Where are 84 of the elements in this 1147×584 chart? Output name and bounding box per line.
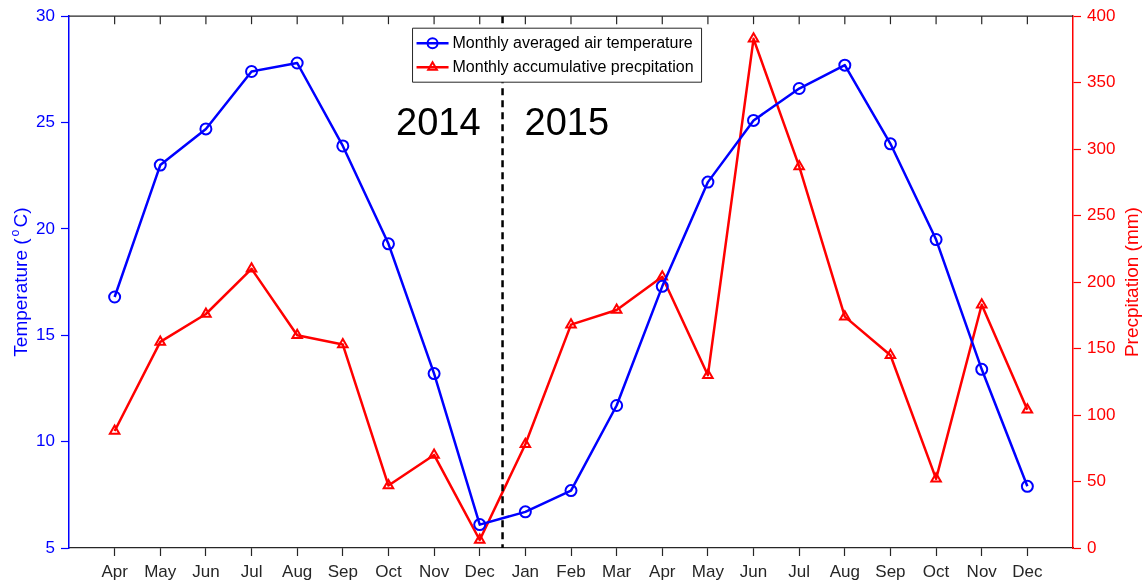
x-tick-label: Nov	[418, 561, 450, 581]
x-tick-label: Oct	[375, 561, 402, 581]
x-tick-label: Sep	[875, 561, 906, 581]
x-tick-label: Jul	[788, 561, 811, 581]
point	[427, 367, 441, 381]
point	[656, 270, 669, 281]
point	[793, 159, 805, 171]
x-tick-label: Jun	[192, 561, 220, 581]
point	[884, 348, 897, 359]
point	[883, 137, 897, 151]
point	[154, 335, 167, 346]
point	[655, 279, 669, 293]
y2-tick-label: 250	[1087, 205, 1116, 225]
point	[290, 56, 304, 70]
x-tick-label: Sep	[327, 561, 358, 581]
point	[245, 65, 259, 79]
point	[381, 237, 395, 251]
x-tick-label: Dec	[464, 561, 496, 581]
annotation: 2014	[396, 100, 481, 143]
y-tick-label: 10	[36, 431, 55, 451]
x-tick-label: May	[144, 561, 177, 581]
x-tick-label: Mar	[602, 561, 632, 581]
y2-tick-label: 400	[1087, 5, 1116, 25]
point	[337, 338, 349, 349]
x-tick-label: Apr	[101, 561, 129, 581]
point	[245, 262, 258, 273]
point	[747, 113, 761, 127]
point	[975, 298, 988, 309]
x-tick-label: Jul	[240, 561, 263, 581]
y2-tick-label: 0	[1087, 537, 1097, 557]
y-tick-label: 25	[36, 112, 55, 132]
point	[610, 303, 623, 314]
y-tick-label: 30	[36, 5, 55, 25]
point	[473, 533, 486, 544]
point	[1020, 479, 1034, 493]
x-tick-label: Jan	[511, 561, 540, 581]
point	[930, 472, 942, 483]
point	[1021, 403, 1034, 414]
x-tick-label: Dec	[1012, 561, 1043, 581]
point	[565, 318, 577, 329]
x-tick-label: May	[691, 561, 725, 581]
x-tick-label: Aug	[282, 561, 313, 581]
y2-axis-title: Precpitation (mm)	[1121, 207, 1143, 358]
point	[702, 368, 714, 379]
x-tick-label: Oct	[922, 561, 950, 581]
x-tick-label: Apr	[649, 561, 676, 581]
point	[199, 122, 213, 136]
point	[610, 398, 624, 412]
point	[108, 290, 122, 304]
x-tick-label: Aug	[829, 561, 860, 581]
y-tick-label: 20	[36, 218, 55, 238]
point	[518, 505, 532, 519]
point	[975, 362, 989, 376]
x-tick-label: Jun	[739, 561, 768, 581]
annotation: 2015	[524, 100, 610, 143]
x-tick-label: Feb	[556, 561, 586, 581]
y2-tick-label: 50	[1087, 471, 1106, 491]
point	[108, 424, 121, 435]
point	[929, 233, 943, 247]
y2-tick-label: 200	[1087, 271, 1116, 291]
y-axis-title: Temperature (oC)	[7, 207, 32, 357]
point	[473, 518, 487, 532]
point	[200, 307, 212, 318]
point	[792, 82, 806, 96]
point	[336, 139, 350, 153]
y2-tick-label: 300	[1087, 138, 1116, 158]
x-tick-label: Nov	[966, 561, 998, 581]
y2-tick-label: 100	[1087, 404, 1116, 424]
point	[382, 479, 395, 490]
y2-tick-label: 150	[1087, 338, 1116, 358]
point	[701, 175, 715, 189]
point	[564, 484, 578, 498]
y-tick-label: 5	[45, 537, 55, 557]
legend-label: Monthly averaged air temperature	[452, 33, 693, 51]
y-tick-label: 15	[36, 324, 55, 344]
point	[153, 158, 167, 172]
point	[519, 437, 532, 449]
legend-label: Monthly accumulative precpitation	[452, 57, 694, 75]
point	[428, 448, 440, 459]
y2-tick-label: 350	[1087, 72, 1116, 92]
point	[747, 32, 760, 43]
point	[839, 310, 851, 321]
point	[838, 58, 852, 72]
point	[291, 328, 303, 340]
